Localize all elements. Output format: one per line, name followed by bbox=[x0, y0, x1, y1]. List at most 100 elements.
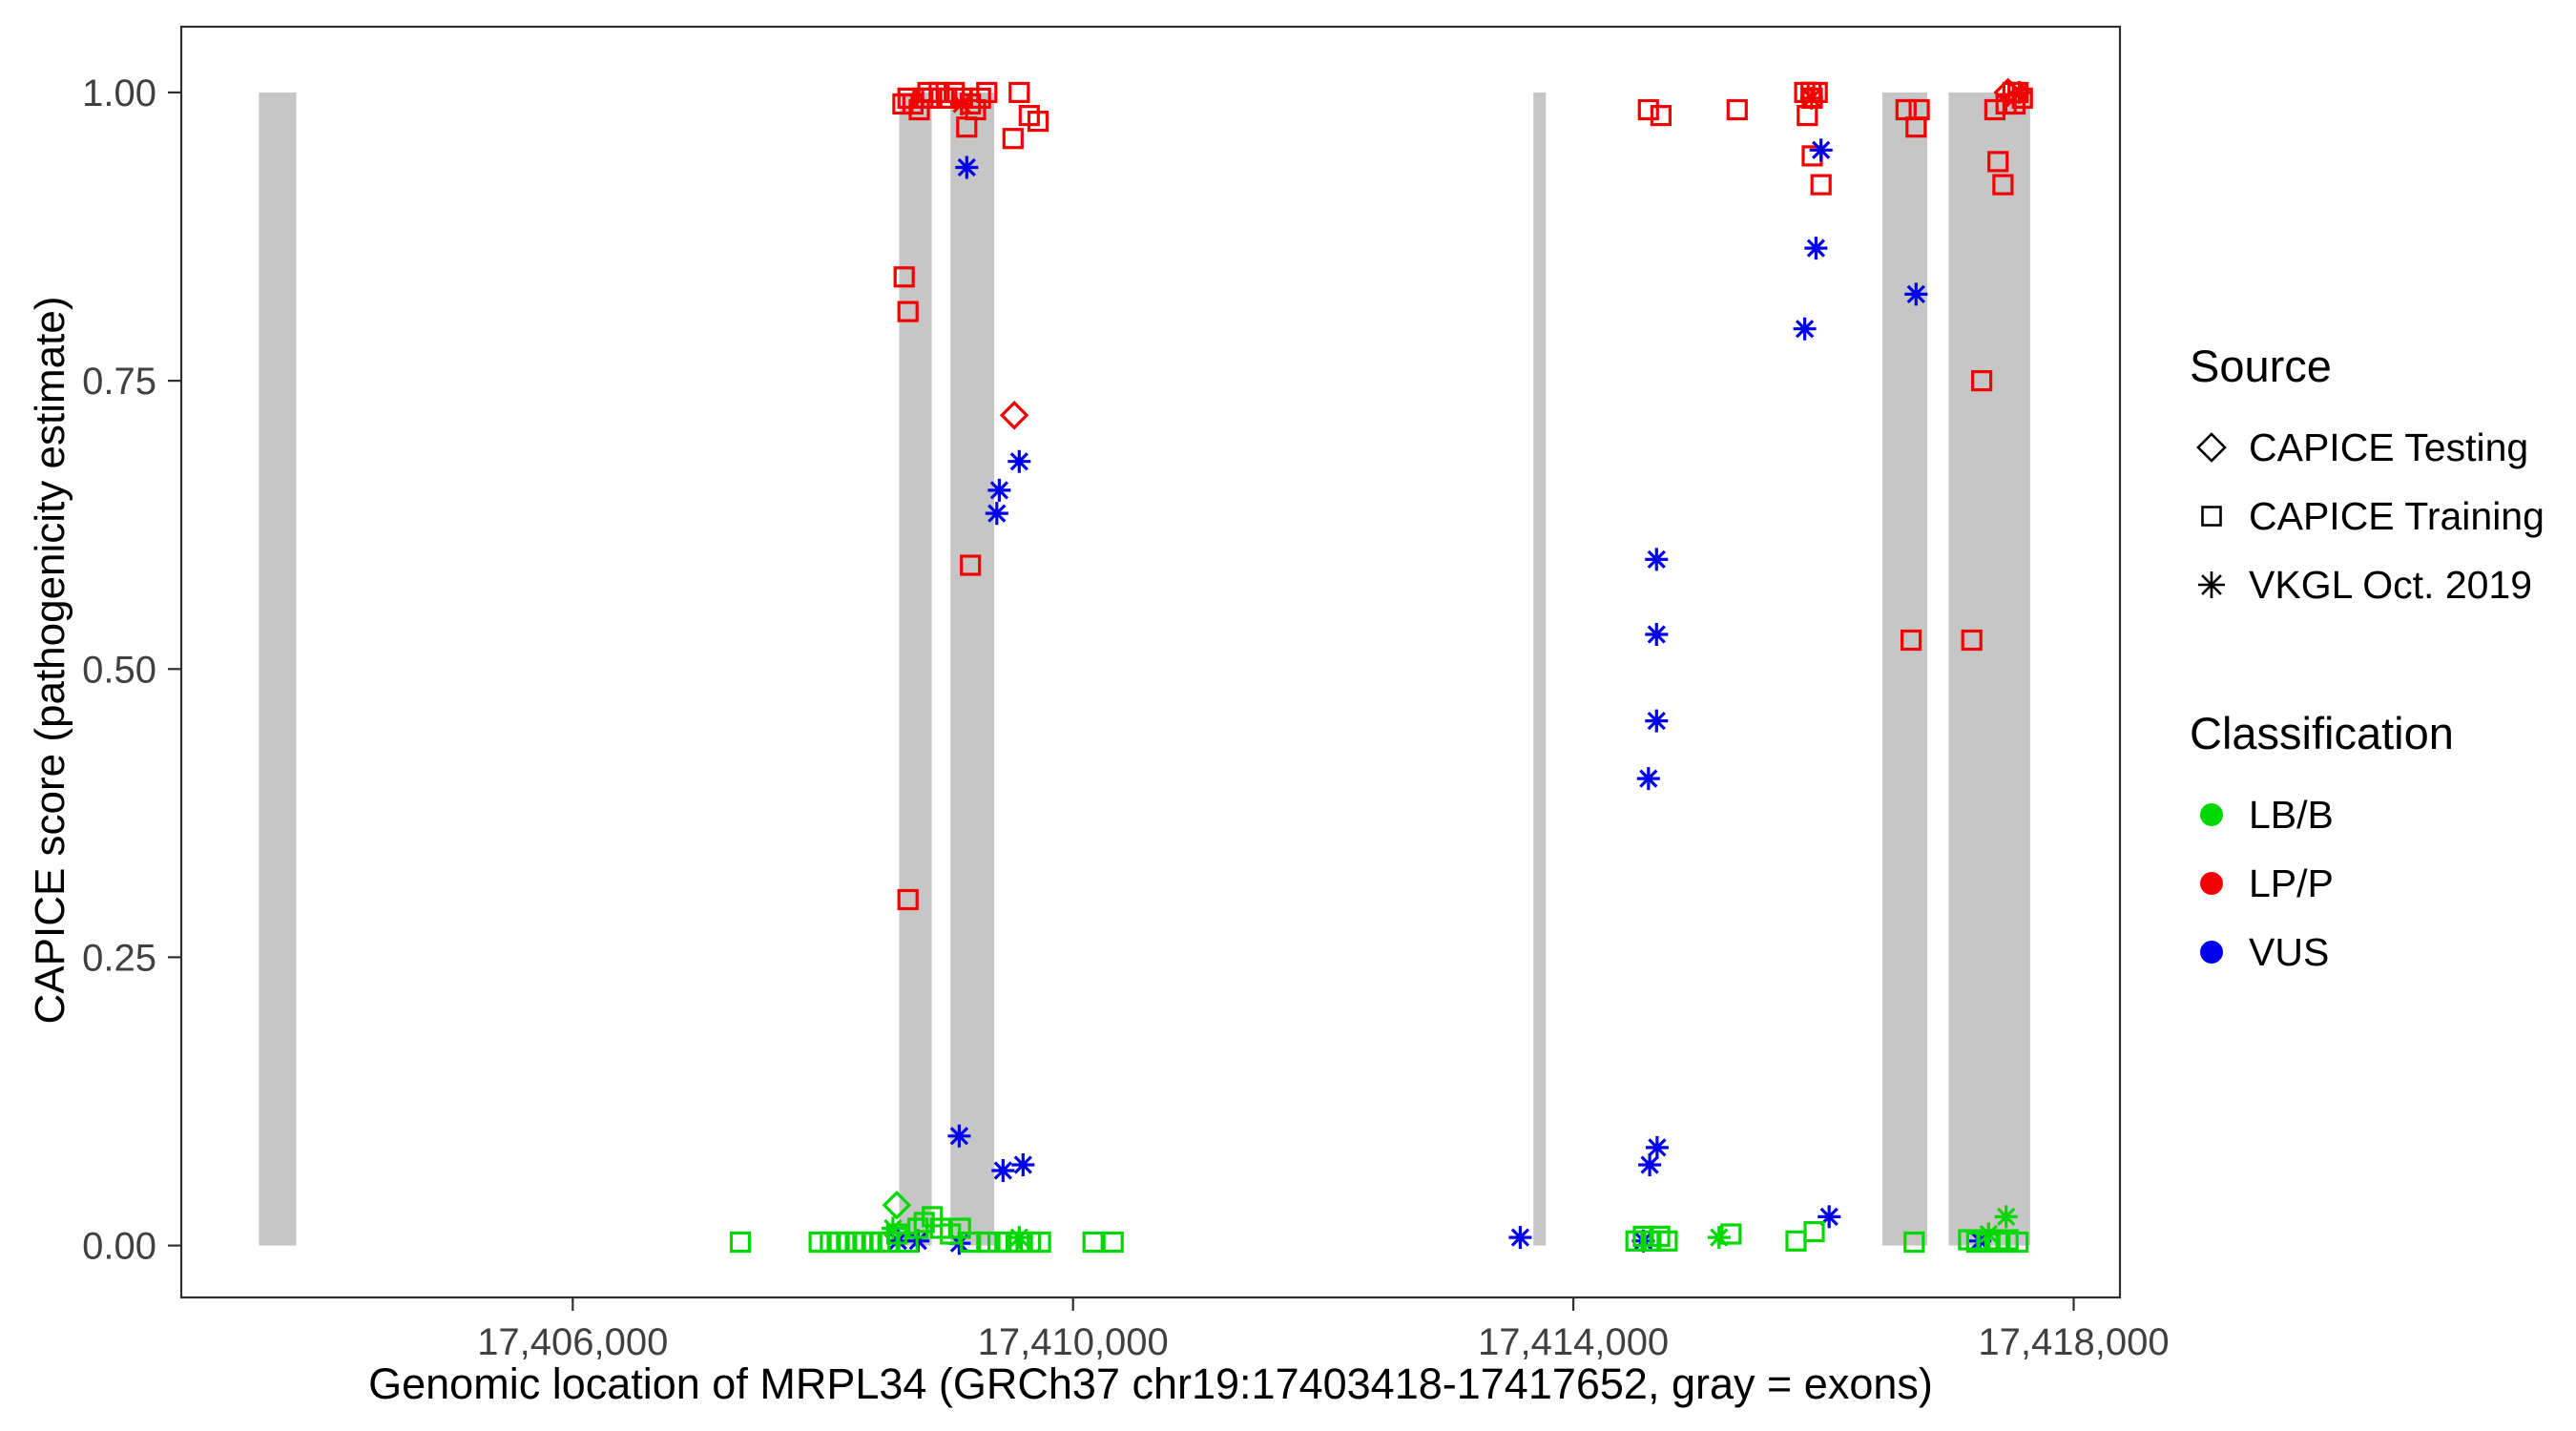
data-point-square bbox=[907, 1217, 929, 1239]
data-point-square bbox=[808, 1231, 830, 1254]
data-point-square bbox=[976, 81, 998, 104]
data-point-square bbox=[969, 87, 991, 110]
lpp-dot-icon bbox=[2200, 872, 2223, 895]
legend-item-capice-training: CAPICE Training bbox=[2190, 482, 2545, 550]
data-point-square bbox=[1806, 81, 1828, 104]
exon-region bbox=[1948, 92, 2030, 1246]
legend-item-capice-testing: CAPICE Testing bbox=[2190, 413, 2545, 482]
legend-item-label: VKGL Oct. 2019 bbox=[2249, 562, 2533, 607]
data-point-square bbox=[928, 81, 950, 104]
exon-region bbox=[1881, 92, 1928, 1246]
data-point-square bbox=[897, 301, 919, 322]
data-point-asterisk bbox=[987, 478, 1011, 502]
data-point-square bbox=[997, 1231, 1019, 1254]
x-axis-title: Genomic location of MRPL34 (GRCh37 chr19… bbox=[368, 1359, 1933, 1408]
data-point-asterisk bbox=[1804, 237, 1828, 260]
data-point-square bbox=[1984, 98, 2005, 121]
data-point-square bbox=[1785, 1230, 1807, 1252]
legend: Source CAPICE Testing CAPICE Training VK… bbox=[2190, 340, 2545, 986]
data-point-square bbox=[1002, 128, 1024, 150]
data-point-asterisk bbox=[1809, 138, 1833, 162]
legend-item-vus: VUS bbox=[2190, 918, 2545, 986]
legend-item-label: CAPICE Testing bbox=[2249, 425, 2529, 469]
data-point-asterisk bbox=[1008, 1226, 1031, 1250]
data-point-square bbox=[1965, 1231, 1987, 1254]
data-point-diamond bbox=[999, 401, 1029, 430]
data-point-asterisk bbox=[1645, 548, 1669, 571]
data-point-asterisk bbox=[1994, 1205, 2018, 1229]
x-tick-label: 17,418,000 bbox=[1978, 1321, 2169, 1363]
data-point-square bbox=[1987, 151, 2009, 173]
data-point-asterisk bbox=[1645, 709, 1669, 733]
legend-spacer bbox=[2190, 619, 2545, 707]
exon-region bbox=[950, 92, 995, 1246]
legend-item-lbb: LB/B bbox=[2190, 780, 2545, 849]
data-point-asterisk bbox=[1799, 86, 1823, 110]
data-point-asterisk bbox=[955, 156, 979, 179]
data-point-square bbox=[897, 888, 919, 911]
data-point-asterisk bbox=[1645, 1135, 1669, 1159]
data-point-square bbox=[921, 87, 943, 110]
data-point-square bbox=[1961, 629, 1983, 652]
data-point-asterisk bbox=[1818, 1205, 1841, 1229]
exon-region bbox=[899, 92, 932, 1246]
data-point-asterisk bbox=[1793, 317, 1817, 341]
data-point-asterisk bbox=[2007, 80, 2031, 104]
legend-item-lpp: LP/P bbox=[2190, 849, 2545, 918]
y-tick-label: 0.50 bbox=[82, 649, 156, 691]
data-point-asterisk bbox=[1904, 282, 1928, 306]
legend-item-vkgl: VKGL Oct. 2019 bbox=[2190, 550, 2545, 619]
data-point-asterisk bbox=[1977, 1222, 2001, 1246]
data-point-square bbox=[1649, 1225, 1671, 1248]
data-point-square bbox=[960, 1231, 982, 1254]
legend-source-title: Source bbox=[2190, 341, 2332, 391]
legend-classification-title: Classification bbox=[2190, 708, 2454, 758]
data-point-asterisk bbox=[1008, 449, 1031, 473]
data-point-diamond bbox=[882, 1191, 912, 1220]
data-point-square bbox=[1027, 110, 1049, 133]
y-axis-title: CAPICE score (pathogenicity estimate) bbox=[27, 296, 73, 1025]
data-point-square bbox=[944, 81, 966, 104]
data-point-square bbox=[1903, 1231, 1925, 1254]
x-tick-label: 17,414,000 bbox=[1478, 1321, 1669, 1363]
data-point-square bbox=[1029, 1231, 1051, 1254]
data-point-square bbox=[2007, 1231, 2029, 1254]
data-point-square bbox=[1900, 629, 1922, 652]
legend-item-label: LB/B bbox=[2249, 792, 2334, 837]
data-point-asterisk bbox=[947, 1124, 971, 1148]
data-point-square bbox=[729, 1231, 752, 1254]
data-point-square bbox=[893, 266, 915, 288]
data-point-asterisk bbox=[1707, 1226, 1731, 1250]
data-point-square bbox=[1803, 1220, 1825, 1243]
data-point-square bbox=[1008, 81, 1030, 104]
data-point-square bbox=[1992, 174, 2014, 196]
asterisk-icon bbox=[2198, 571, 2225, 598]
lbb-dot-icon bbox=[2200, 803, 2223, 826]
data-point-square bbox=[1650, 104, 1672, 127]
data-point-square bbox=[1971, 370, 1993, 392]
data-point-square bbox=[1810, 174, 1832, 196]
y-tick-label: 1.00 bbox=[82, 73, 156, 114]
data-point-square bbox=[960, 554, 982, 576]
data-point-asterisk bbox=[881, 1216, 904, 1240]
legend-item-label: LP/P bbox=[2249, 861, 2334, 905]
data-point-square bbox=[1656, 1230, 1678, 1252]
data-point-asterisk bbox=[1011, 1153, 1035, 1176]
data-point-square bbox=[897, 87, 919, 110]
data-point-asterisk bbox=[1638, 1153, 1662, 1176]
data-point-square bbox=[1082, 1231, 1104, 1254]
data-point-square bbox=[1102, 1231, 1124, 1254]
data-point-asterisk bbox=[985, 502, 1008, 526]
data-point-square bbox=[1637, 98, 1659, 121]
vus-dot-icon bbox=[2200, 941, 2223, 964]
data-point-square bbox=[1625, 1230, 1647, 1252]
data-point-square bbox=[1726, 98, 1748, 121]
exon-region bbox=[259, 92, 297, 1246]
x-tick-label: 17,406,000 bbox=[477, 1321, 668, 1363]
data-point-asterisk bbox=[1645, 623, 1669, 646]
legend-item-label: CAPICE Training bbox=[2249, 493, 2545, 538]
data-point-square bbox=[1905, 116, 1927, 138]
square-icon bbox=[2201, 506, 2222, 527]
y-tick-label: 0.25 bbox=[82, 937, 156, 979]
